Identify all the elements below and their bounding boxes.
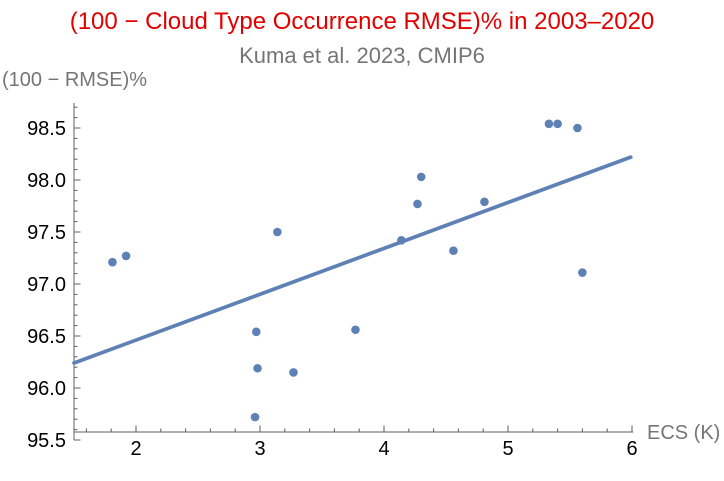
data-point <box>121 251 131 261</box>
data-point <box>253 363 262 373</box>
y-tick-label: 96.5 <box>27 326 66 348</box>
y-axis-label: (100 − RMSE)% <box>2 69 147 91</box>
data-point <box>553 119 562 129</box>
data-point <box>480 197 489 207</box>
data-point <box>351 325 360 335</box>
y-tick-label: 96.0 <box>27 378 66 400</box>
x-tick-label: 2 <box>130 438 141 460</box>
chart-title: (100 − Cloud Type Occurrence RMSE)% in 2… <box>70 8 655 35</box>
data-point <box>251 327 261 337</box>
y-tick-label: 98.0 <box>27 170 66 192</box>
data-point <box>250 412 260 422</box>
axes: 2 3 4 5 6 95.5 96.0 96.5 97.0 97.5 98.0 98.5 <box>27 103 638 460</box>
data-point <box>544 119 554 129</box>
y-tick-label: 97.0 <box>27 274 66 296</box>
data-point <box>273 227 282 237</box>
data-point <box>289 368 298 377</box>
data-point <box>397 236 406 245</box>
x-tick-label: 4 <box>378 438 389 460</box>
data-point <box>449 246 458 256</box>
data-point <box>108 257 117 267</box>
y-tick-label: 98.5 <box>27 118 66 140</box>
data-point <box>416 172 426 182</box>
data-series <box>72 119 633 422</box>
chart-subtitle: Kuma et al. 2023, CMIP6 <box>239 43 485 68</box>
x-tick-label: 3 <box>254 438 265 460</box>
trend-line <box>72 155 633 365</box>
x-tick-label: 6 <box>626 438 637 460</box>
data-point <box>578 268 587 277</box>
x-tick-label: 5 <box>502 438 513 460</box>
x-axis-label: ECS (K) <box>647 422 720 444</box>
data-point <box>413 199 422 209</box>
y-tick-label: 97.5 <box>27 222 66 244</box>
data-point <box>573 123 582 133</box>
y-tick-label: 95.5 <box>27 430 66 452</box>
